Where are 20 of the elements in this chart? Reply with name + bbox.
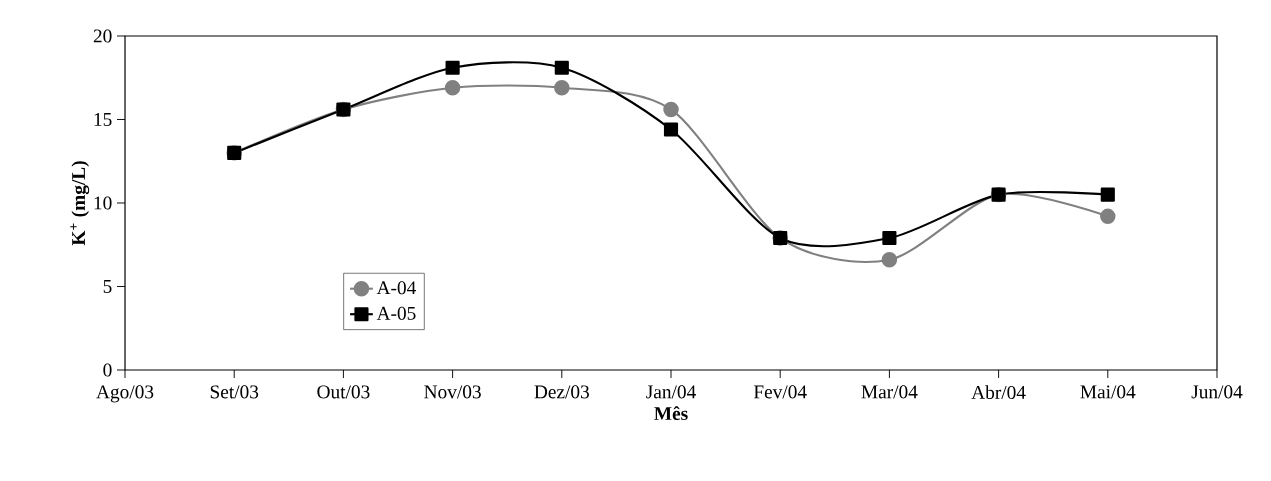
legend-label: A-04: [376, 281, 416, 295]
x-tick-label: Ago/03: [96, 385, 154, 403]
x-tick-label: Nov/03: [424, 385, 481, 399]
y-tick-label: 5: [103, 280, 112, 293]
x-axis-title: Mês: [654, 406, 688, 421]
y-tick-label: 15: [94, 113, 112, 126]
x-tick-label: Mai/04: [1080, 385, 1136, 399]
x-tick-label: Out/03: [317, 385, 370, 399]
x-tick-label: Dez/03: [534, 385, 589, 399]
x-tick-label: Jan/04: [646, 385, 696, 399]
x-tick-label: Fev/04: [753, 385, 807, 399]
y-axis-title: K$^{+}$ (mg/L): [70, 161, 90, 246]
y-tick-label: 0: [103, 363, 112, 377]
x-tick-label: Mar/04: [861, 385, 918, 399]
x-tick-label: Jun/04: [1191, 385, 1243, 399]
x-tick-label: Abr/04: [971, 385, 1026, 399]
x-tick-label: Set/03: [210, 385, 259, 399]
y-tick-label: 10: [94, 196, 112, 210]
legend-label: A-05: [376, 306, 416, 320]
y-tick-label: 20: [93, 29, 112, 43]
